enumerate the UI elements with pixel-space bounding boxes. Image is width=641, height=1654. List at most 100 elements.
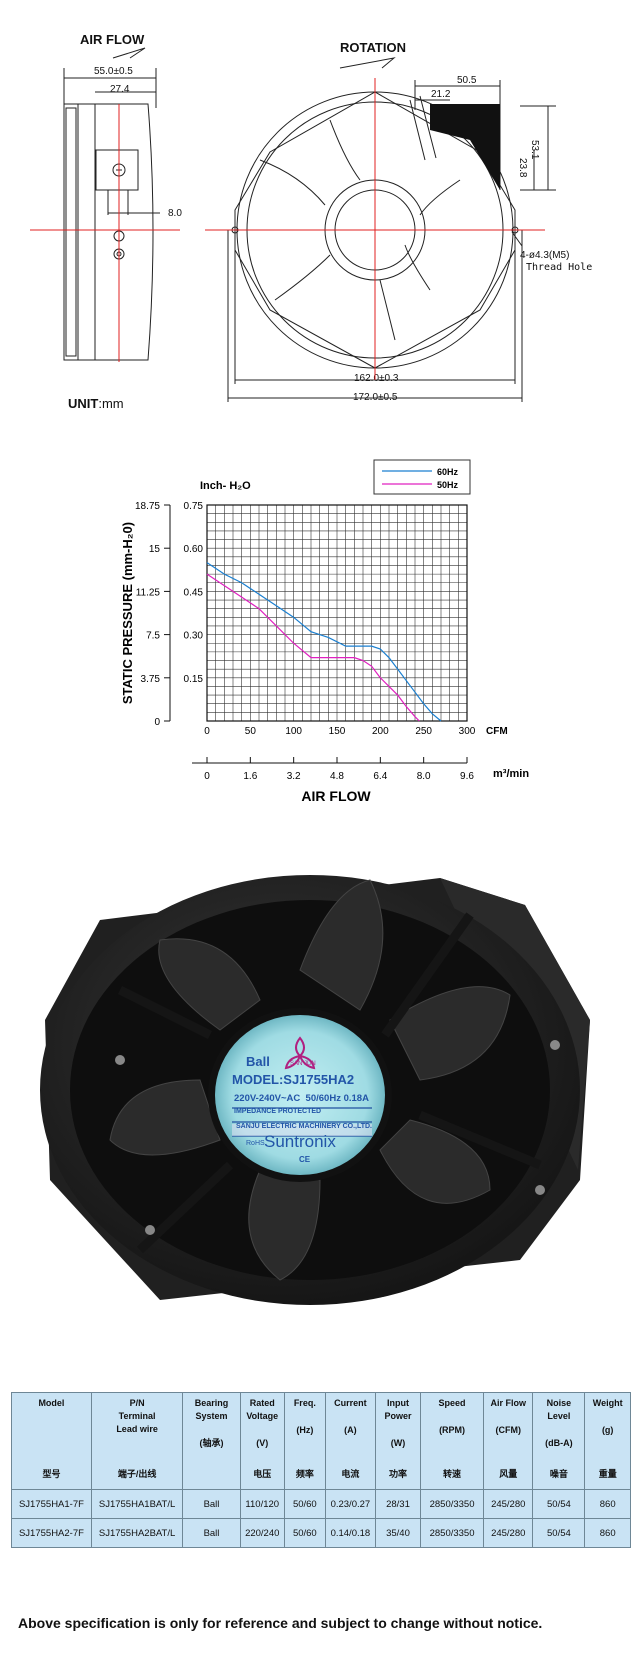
table-cell: SJ1755HA2-7F [11,1518,92,1548]
x-tick-label-cfm: 0 [204,726,210,737]
y-tick-label-inch: 0.60 [184,544,204,555]
header-unit: (RPM) [439,1425,466,1435]
label-maker: SANJU ELECTRIC MACHINERY CO.,LTD. [236,1123,372,1130]
y-tick-label-mm: 0 [154,717,160,728]
header-cn: 重量 [598,1469,617,1479]
x-tick-label-m3: 6.4 [373,771,387,782]
header-en: Model [38,1398,65,1408]
legend-label: 50Hz [437,480,459,490]
y-tick-label-mm: 3.75 [141,674,161,685]
dim-flange-width: 50.5 [457,75,477,86]
header-en: Rated Voltage [246,1398,279,1421]
header-en: Noise Level [546,1398,572,1421]
series-line-60Hz [206,562,442,722]
dim-hole-label: Thread Hole [526,262,593,273]
dim-width-inner: 27.4 [110,84,130,95]
table-header-cell: Current (A) 电流 [324,1392,376,1490]
x-unit-m3: m³/min [493,768,529,780]
x-tick-label-m3: 0 [204,771,210,782]
spec-table-body: SJ1755HA1-7F SJ1755HA1BAT/L Ball 110/120 50/… [11,1489,631,1548]
table-cell: 50/54 [532,1518,586,1548]
label-model: MODEL:SJ1755HA2 [232,1072,355,1087]
header-cn: 转速 [443,1469,462,1479]
header-unit: (V) [256,1438,269,1448]
header-cn: 频率 [295,1469,314,1479]
header-en: Current [334,1398,367,1408]
header-en: Speed [438,1398,466,1408]
table-cell: 245/280 [483,1518,534,1548]
header-en: P/N Terminal Lead wire [116,1398,158,1434]
chart-legend: 60Hz 50Hz [373,459,471,495]
table-cell: Ball [182,1489,241,1519]
dim-terminal-gap: 8.0 [168,208,182,219]
y-tick-label-mm: 7.5 [146,631,160,642]
header-unit: (轴承) [199,1438,224,1448]
table-cell: 50/54 [532,1489,586,1519]
x-tick-label-cfm: 50 [245,726,257,737]
y-tick-label-mm: 11.25 [136,587,161,598]
table-cell: 245/280 [483,1489,534,1519]
label-voltage: 220V-240V~AC 50/60Hz 0.18A [234,1093,369,1104]
x-tick-label-m3: 4.8 [330,771,344,782]
table-row: SJ1755HA2-7F SJ1755HA2BAT/L Ball 220/240 50/… [11,1518,631,1548]
table-cell: Ball [182,1518,241,1548]
header-en: Weight [592,1398,623,1408]
y-tick-label-inch: 0.75 [184,501,204,512]
spec-table-header: Model 型号 P/N Terminal Lead wire 端子/出线 Bearin… [11,1392,631,1490]
table-header-cell: Bearing System (轴承) [182,1392,241,1490]
sanjun-logo [284,1036,316,1070]
y-axis-unit-inch: Inch- H₂O [200,480,251,492]
table-cell: 2850/3350 [420,1518,485,1548]
header-cn: 功率 [388,1469,407,1479]
label-impedance: IMPEDANCE PROTECTED [234,1108,322,1115]
y-tick-label-inch: 0.15 [184,674,204,685]
table-header-cell: Freq. (Hz) 频率 [283,1392,326,1490]
x-tick-label-cfm: 250 [415,726,432,737]
header-unit: (A) [344,1425,357,1435]
table-cell: 0.14/0.18 [324,1518,376,1548]
header-en: Bearing System [194,1398,229,1421]
dim-bolt-span: 162.0±0.3 [354,373,399,384]
spec-table: Model 型号 P/N Terminal Lead wire 端子/出线 Bearin… [11,1392,631,1548]
y-tick-label-mm: 18.75 [135,501,160,512]
label-brand-small: SAN JUN [290,1061,316,1067]
table-cell: 860 [584,1518,631,1548]
drawing-lines [30,47,556,402]
header-cn: 电压 [253,1469,272,1479]
table-cell: SJ1755HA1-7F [11,1489,92,1519]
x-tick-label-m3: 1.6 [243,771,257,782]
chart-series [206,562,442,722]
header-en: Air Flow [490,1398,526,1408]
table-cell: SJ1755HA1BAT/L [90,1489,184,1519]
dim-width-overall: 55.0±0.5 [94,66,133,77]
table-cell: SJ1755HA2BAT/L [90,1518,184,1548]
table-cell: 110/120 [239,1489,285,1519]
x-tick-label-m3: 9.6 [460,771,474,782]
x-tick-label-cfm: 100 [285,726,302,737]
table-header-cell: Input Power (W) 功率 [374,1392,422,1490]
x-tick-label-m3: 8.0 [417,771,431,782]
table-header-cell: Air Flow (CFM) 风量 [483,1392,534,1490]
header-cn: 型号 [42,1469,61,1479]
chart-grid [206,504,468,722]
table-header-cell: Model 型号 [11,1392,92,1490]
table-header-cell: P/N Terminal Lead wire 端子/出线 [90,1392,184,1490]
chart-svg: 0 3.75 7.5 11.25 15 18.75 0.15 0.30 0.45 0.60 0.75… [120,459,529,804]
y-tick-label-inch: 0.30 [184,631,204,642]
y-tick-label-mm: 15 [149,544,161,555]
header-unit: (g) [601,1425,614,1435]
label-ce: CE [299,1155,311,1164]
table-cell: 220/240 [239,1518,285,1548]
x-tick-label-cfm: 150 [329,726,346,737]
x-tick-label-cfm: 300 [459,726,476,737]
header-en: Freq. [293,1398,316,1408]
header-unit: (Hz) [296,1425,314,1435]
table-header-cell: Weight (g) 重量 [584,1392,631,1490]
table-cell: 35/40 [374,1518,422,1548]
x-axis-label: AIR FLOW [301,788,371,804]
dim-flange-inner: 21.2 [431,89,451,100]
plot-frame [206,504,468,722]
label-rohs: RoHS [246,1140,265,1147]
header-cn: 风量 [499,1469,518,1479]
side-view-title: AIR FLOW [80,32,145,47]
